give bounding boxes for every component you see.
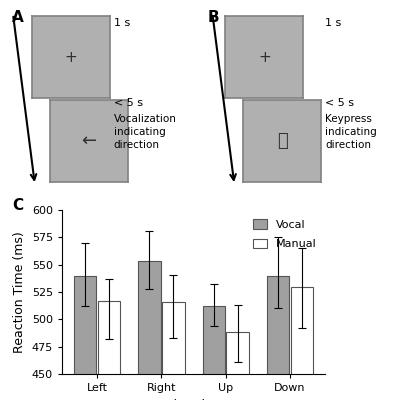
Text: +: + xyxy=(258,50,271,64)
Bar xyxy=(74,276,96,400)
Text: +: + xyxy=(65,50,77,64)
Bar xyxy=(267,276,289,400)
Text: < 5 s: < 5 s xyxy=(114,98,143,108)
Text: C: C xyxy=(12,198,23,213)
Text: Keypress
indicating
direction: Keypress indicating direction xyxy=(325,114,377,150)
Text: A: A xyxy=(12,10,24,25)
Bar xyxy=(203,306,225,400)
Y-axis label: Reaction Time (ms): Reaction Time (ms) xyxy=(13,231,26,353)
Text: B: B xyxy=(207,10,219,25)
Legend: Vocal, Manual: Vocal, Manual xyxy=(250,216,320,253)
X-axis label: Direction: Direction xyxy=(165,398,222,400)
Text: 1 s: 1 s xyxy=(114,18,130,28)
Text: 左: 左 xyxy=(277,132,288,150)
Bar xyxy=(98,301,120,400)
Bar xyxy=(162,302,184,400)
Bar xyxy=(291,286,313,400)
Bar xyxy=(138,261,161,400)
Text: 1 s: 1 s xyxy=(325,18,342,28)
Text: ←: ← xyxy=(81,132,96,150)
Text: < 5 s: < 5 s xyxy=(325,98,354,108)
Text: Vocalization
indicating
direction: Vocalization indicating direction xyxy=(114,114,177,150)
Bar xyxy=(226,332,249,400)
